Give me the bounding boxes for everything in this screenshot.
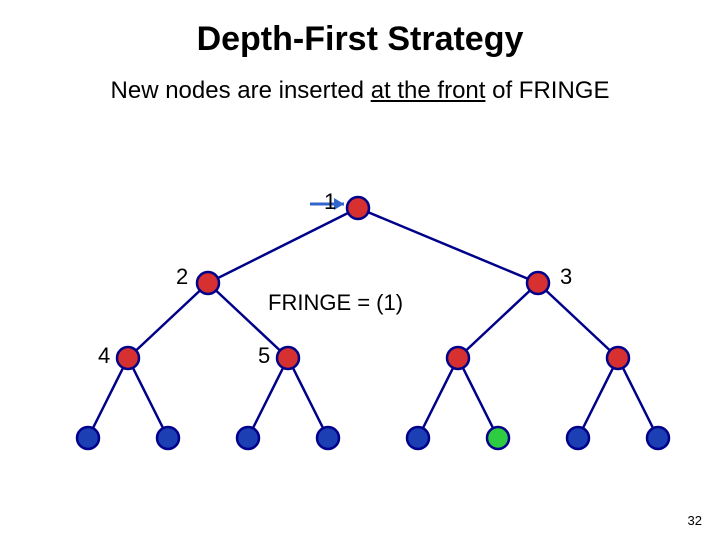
- tree-node: [277, 347, 299, 369]
- tree-edge: [128, 283, 208, 358]
- tree-edge: [418, 358, 458, 438]
- tree-edge: [88, 358, 128, 438]
- tree-node: [487, 427, 509, 449]
- tree-diagram: [0, 0, 720, 540]
- tree-node: [117, 347, 139, 369]
- fringe-text: FRINGE = (1): [268, 290, 403, 316]
- tree-node: [237, 427, 259, 449]
- tree-edge: [578, 358, 618, 438]
- tree-node: [447, 347, 469, 369]
- tree-edge: [358, 208, 538, 283]
- tree-node: [317, 427, 339, 449]
- tree-edge: [618, 358, 658, 438]
- tree-node: [607, 347, 629, 369]
- tree-edge: [128, 358, 168, 438]
- page-number: 32: [688, 513, 702, 528]
- node-label: 4: [98, 343, 110, 369]
- tree-node: [567, 427, 589, 449]
- tree-node: [647, 427, 669, 449]
- tree-node: [527, 272, 549, 294]
- node-label: 1: [324, 189, 336, 215]
- tree-edge: [458, 358, 498, 438]
- tree-node: [197, 272, 219, 294]
- tree-edge: [538, 283, 618, 358]
- node-label: 5: [258, 343, 270, 369]
- tree-node: [407, 427, 429, 449]
- tree-edge: [248, 358, 288, 438]
- node-label: 3: [560, 264, 572, 290]
- tree-node: [347, 197, 369, 219]
- tree-node: [157, 427, 179, 449]
- node-label: 2: [176, 264, 188, 290]
- tree-edge: [208, 208, 358, 283]
- tree-edge: [288, 358, 328, 438]
- tree-edge: [458, 283, 538, 358]
- tree-node: [77, 427, 99, 449]
